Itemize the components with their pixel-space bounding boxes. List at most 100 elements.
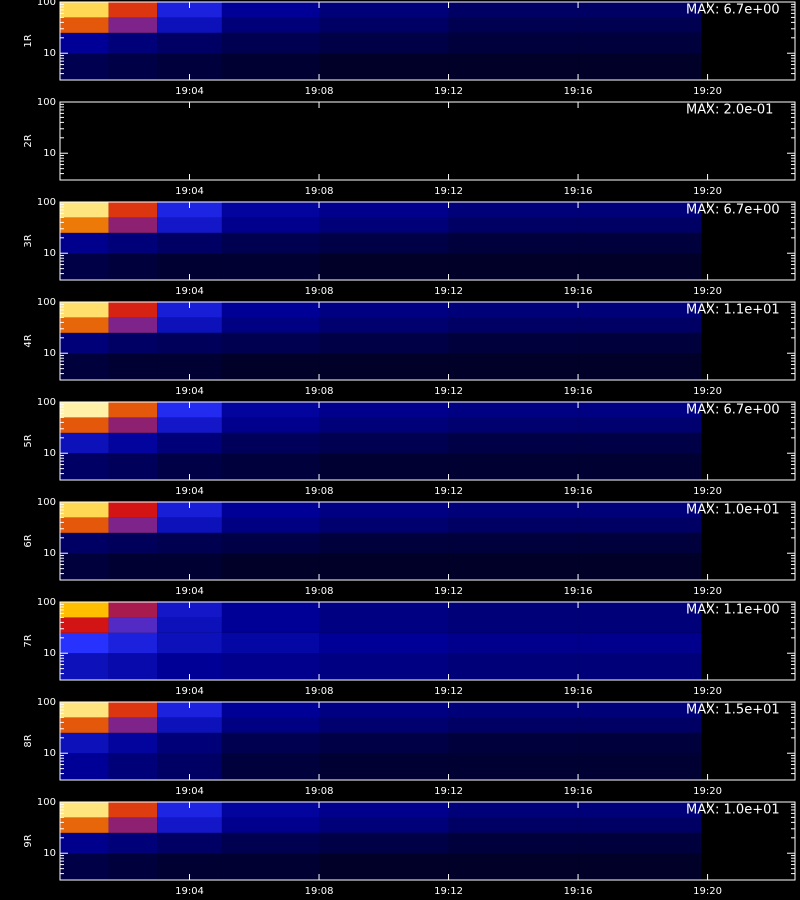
- heat-cell: [221, 502, 320, 518]
- heat-cell: [60, 117, 109, 133]
- heat-cell: [157, 602, 222, 618]
- heat-cell: [578, 2, 702, 18]
- heat-cell: [578, 17, 702, 33]
- heat-cell: [578, 453, 702, 480]
- heat-cell: [157, 717, 222, 733]
- heat-cell: [578, 832, 702, 854]
- panel: 10 100 19:04 19:08 19:12 19:16 19:20 1R MAX: 6.7…: [23, 0, 796, 97]
- heat-cell: [578, 732, 702, 754]
- heat-cell: [108, 632, 158, 654]
- heat-cell: [157, 517, 222, 533]
- y-axis-label: 4R: [23, 334, 34, 347]
- heat-cell: [221, 817, 320, 833]
- heat-cell: [448, 517, 579, 533]
- heat-cell: [60, 617, 109, 633]
- heat-cell: [108, 653, 158, 680]
- heat-cell: [157, 302, 222, 318]
- heat-cell: [157, 117, 222, 133]
- heat-cell: [221, 153, 320, 180]
- x-tick-label: 19:08: [305, 286, 334, 297]
- heat-cell: [60, 253, 109, 280]
- heat-cell: [221, 517, 320, 533]
- heat-cell: [221, 732, 320, 754]
- heat-cell: [448, 217, 579, 233]
- panel: 10 100 19:04 19:08 19:12 19:16 19:20 5R MAX: 6.7…: [23, 397, 796, 497]
- x-tick-label: 19:20: [693, 486, 722, 497]
- max-annotation: MAX: 1.0e+01: [686, 803, 780, 818]
- heat-cell: [60, 317, 109, 333]
- heat-cell: [221, 317, 320, 333]
- x-tick-label: 19:04: [175, 186, 204, 197]
- heat-cell: [157, 802, 222, 818]
- heat-cell: [108, 817, 158, 833]
- heat-cell: [108, 117, 158, 133]
- heat-cell: [157, 232, 222, 254]
- heat-cell: [578, 117, 702, 133]
- heat-cell: [448, 53, 579, 80]
- heat-cell: [108, 502, 158, 518]
- heat-cell: [108, 53, 158, 80]
- heat-cell: [157, 202, 222, 218]
- heat-cell: [108, 402, 158, 418]
- x-tick-label: 19:16: [564, 86, 593, 97]
- heat-cell: [108, 217, 158, 233]
- heat-cell: [319, 817, 449, 833]
- heat-cell: [319, 832, 449, 854]
- plot-frame: [59, 201, 796, 281]
- heat-cell: [578, 417, 702, 433]
- heat-cell: [319, 617, 449, 633]
- heat-cell: [108, 702, 158, 718]
- heat-cell: [448, 817, 579, 833]
- heat-cell: [319, 502, 449, 518]
- heat-cell: [221, 302, 320, 318]
- heat-cell: [108, 417, 158, 433]
- panel: 10 100 19:04 19:08 19:12 19:16 19:20 6R MAX: 1.0…: [23, 497, 796, 597]
- heat-cell: [578, 202, 702, 218]
- heat-cell: [157, 217, 222, 233]
- plot-frame: [59, 401, 796, 481]
- heat-cell: [108, 432, 158, 454]
- heat-cell: [157, 17, 222, 33]
- heat-cell: [221, 453, 320, 480]
- max-annotation: MAX: 1.5e+01: [686, 703, 780, 718]
- heat-cell: [578, 632, 702, 654]
- heat-cell: [108, 153, 158, 180]
- heat-cell: [578, 753, 702, 780]
- y-tick-label: 10: [43, 48, 56, 59]
- heat-cell: [319, 202, 449, 218]
- heat-cell: [157, 32, 222, 54]
- heat-cell: [319, 853, 449, 880]
- heat-cell: [448, 32, 579, 54]
- y-axis-label: 2R: [23, 134, 34, 147]
- y-axis-label: 1R: [23, 34, 34, 47]
- heat-cell: [448, 732, 579, 754]
- heat-cell: [578, 317, 702, 333]
- heat-cell: [578, 617, 702, 633]
- heat-cell: [448, 853, 579, 880]
- heat-cell: [319, 17, 449, 33]
- max-annotation: MAX: 6.7e+00: [686, 3, 780, 18]
- heat-cell: [108, 732, 158, 754]
- heat-cell: [448, 202, 579, 218]
- heat-cell: [108, 717, 158, 733]
- heat-cell: [578, 717, 702, 733]
- y-tick-label: 100: [37, 297, 56, 308]
- plot-frame: [59, 1, 796, 81]
- heat-cell: [60, 153, 109, 180]
- heat-cell: [578, 32, 702, 54]
- heat-cell: [60, 832, 109, 854]
- heat-cell: [448, 753, 579, 780]
- heat-cell: [319, 217, 449, 233]
- heat-cell: [60, 302, 109, 318]
- heat-cell: [448, 102, 579, 118]
- heat-cell: [221, 332, 320, 354]
- heat-cell: [60, 732, 109, 754]
- x-tick-label: 19:16: [564, 486, 593, 497]
- heat-cell: [60, 602, 109, 618]
- heat-cell: [60, 232, 109, 254]
- heat-cell: [221, 132, 320, 154]
- heat-cell: [319, 317, 449, 333]
- heat-cell: [157, 402, 222, 418]
- panel: 10 100 19:04 19:08 19:12 19:16 19:20 2R MAX: 2.0…: [23, 97, 796, 197]
